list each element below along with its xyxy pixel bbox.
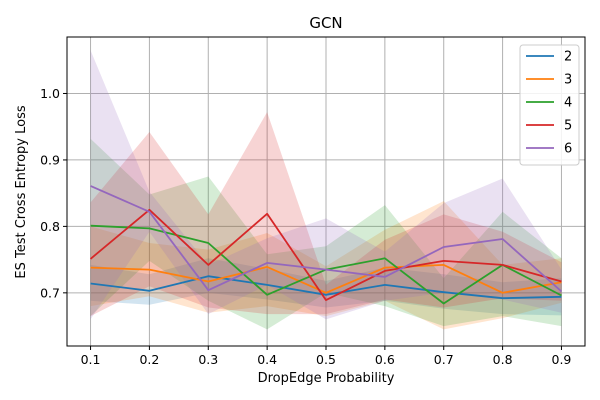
band-series-3 (90, 201, 562, 330)
y-tick-label: 0.7 (40, 285, 60, 300)
y-axis-label: ES Test Cross Entropy Loss (14, 105, 29, 278)
band-series-2 (90, 258, 562, 316)
legend-label-3: 3 (564, 73, 572, 88)
x-tick-label: 0.8 (493, 352, 513, 367)
x-tick-label: 0.5 (316, 352, 336, 367)
chart-title: GCN (309, 14, 342, 32)
x-tick-label: 0.2 (139, 352, 159, 367)
x-tick-label: 0.6 (375, 352, 395, 367)
x-tick-label: 0.4 (257, 352, 277, 367)
line-series-6 (90, 185, 563, 293)
band-series-6 (90, 50, 562, 320)
series-lines (89, 185, 563, 305)
y-tick-label: 0.8 (40, 219, 60, 234)
legend-label-2: 2 (564, 50, 572, 65)
legend-box (519, 44, 580, 166)
y-tick-label: 0.9 (40, 152, 60, 167)
x-tick-label: 0.9 (552, 352, 572, 367)
legend-label-5: 5 (564, 119, 572, 134)
legend-label-6: 6 (564, 142, 572, 157)
x-tick-label: 0.1 (81, 352, 101, 367)
y-tick-label: 1.0 (40, 86, 60, 101)
legend: 2 3 4 5 6 (519, 44, 580, 166)
x-tick-label: 0.7 (434, 352, 454, 367)
x-axis-label: DropEdge Probability (258, 371, 395, 386)
line-series-3 (90, 263, 562, 294)
legend-label-4: 4 (564, 96, 572, 111)
line-series-2 (90, 275, 562, 300)
axis-ticks: 0.1 0.2 0.3 0.4 0.5 0.6 0.7 0.8 0.9 0.7 0.8 0.9 1.0 (40, 86, 571, 367)
line-series-5 (89, 208, 562, 302)
x-tick-label: 0.3 (198, 352, 218, 367)
